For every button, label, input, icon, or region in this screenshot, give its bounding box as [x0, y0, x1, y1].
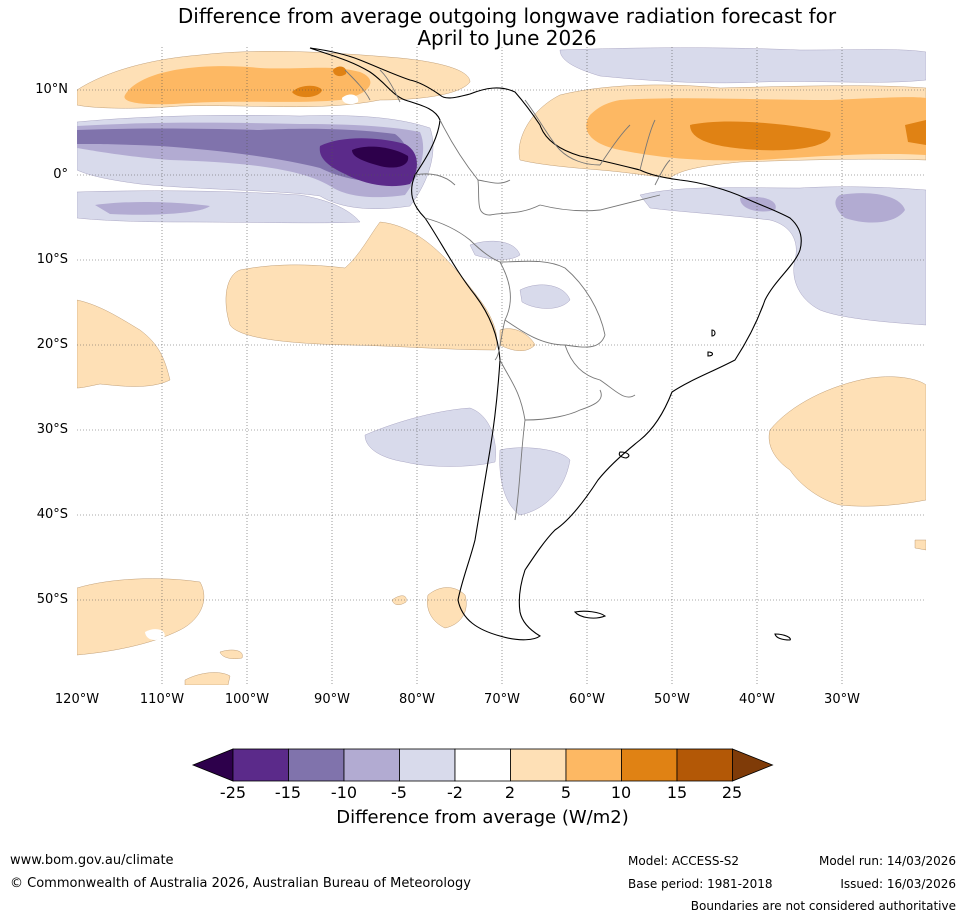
colorbar-cell [621, 748, 678, 782]
colorbar-cell [454, 748, 511, 782]
colorbar-tick-label: 2 [504, 783, 516, 802]
colorbar-arrow-low [191, 748, 234, 782]
map-area [77, 47, 926, 685]
lat-label-20s: 20°S [36, 337, 68, 352]
graticule [77, 47, 926, 685]
lon-label-90w: 90°W [314, 692, 350, 707]
colorbar [191, 748, 774, 782]
coastline [309, 47, 802, 641]
colorbar-cell [399, 748, 456, 782]
footer-model-run: Model run: 14/03/2026 [818, 854, 956, 868]
colorbar-tick-label: -2 [447, 783, 463, 802]
colorbar-tick-label: -10 [330, 783, 358, 802]
colorbar-cell [676, 748, 733, 782]
colorbar-tick-label: 5 [560, 783, 572, 802]
colorbar-tick-label: -25 [219, 783, 247, 802]
colorbar-cell [565, 748, 622, 782]
colorbar-label: Difference from average (W/m2) [336, 807, 629, 828]
lon-label-70w: 70°W [484, 692, 520, 707]
colorbar-cell [343, 748, 400, 782]
lat-label-0: 0° [53, 167, 68, 182]
title-line-1: Difference from average outgoing longwav… [177, 4, 837, 28]
lon-label-120w: 120°W [54, 692, 100, 707]
footer-base-period: Base period: 1981-2018 [628, 877, 773, 891]
lon-label-60w: 60°W [569, 692, 605, 707]
footer-copyright: © Commonwealth of Australia 2026, Austra… [10, 876, 471, 891]
lat-label-40s: 40°S [36, 507, 68, 522]
colorbar-tick-label: -5 [391, 783, 407, 802]
colorbar-cell [232, 748, 289, 782]
olr-anomaly-contours [77, 47, 926, 685]
footer-disclaimer: Boundaries are not considered authoritat… [690, 899, 956, 913]
colorbar-tick-label: 10 [610, 783, 632, 802]
country-borders [344, 69, 671, 521]
footer-issued: Issued: 16/03/2026 [840, 877, 956, 891]
footer-model: Model: ACCESS-S2 [628, 854, 740, 868]
lon-label-50w: 50°W [654, 692, 690, 707]
lat-label-50s: 50°S [36, 592, 68, 607]
colorbar-cell [288, 748, 345, 782]
footer-url[interactable]: www.bom.gov.au/climate [10, 853, 174, 868]
colorbar-cell [510, 748, 567, 782]
lon-label-30w: 30°W [824, 692, 860, 707]
colorbar-tick-label: -15 [274, 783, 302, 802]
colorbar-arrow-high [732, 748, 774, 782]
lon-label-100w: 100°W [224, 692, 270, 707]
colorbar-tick-label: 25 [721, 783, 743, 802]
lon-label-110w: 110°W [139, 692, 185, 707]
title-line-2: April to June 2026 [417, 26, 597, 50]
colorbar-tick-label: 15 [666, 783, 688, 802]
lat-label-30s: 30°S [36, 422, 68, 437]
lat-label-10s: 10°S [36, 252, 68, 267]
lon-label-80w: 80°W [399, 692, 435, 707]
lat-label-10n: 10°N [35, 82, 68, 97]
lon-label-40w: 40°W [739, 692, 775, 707]
